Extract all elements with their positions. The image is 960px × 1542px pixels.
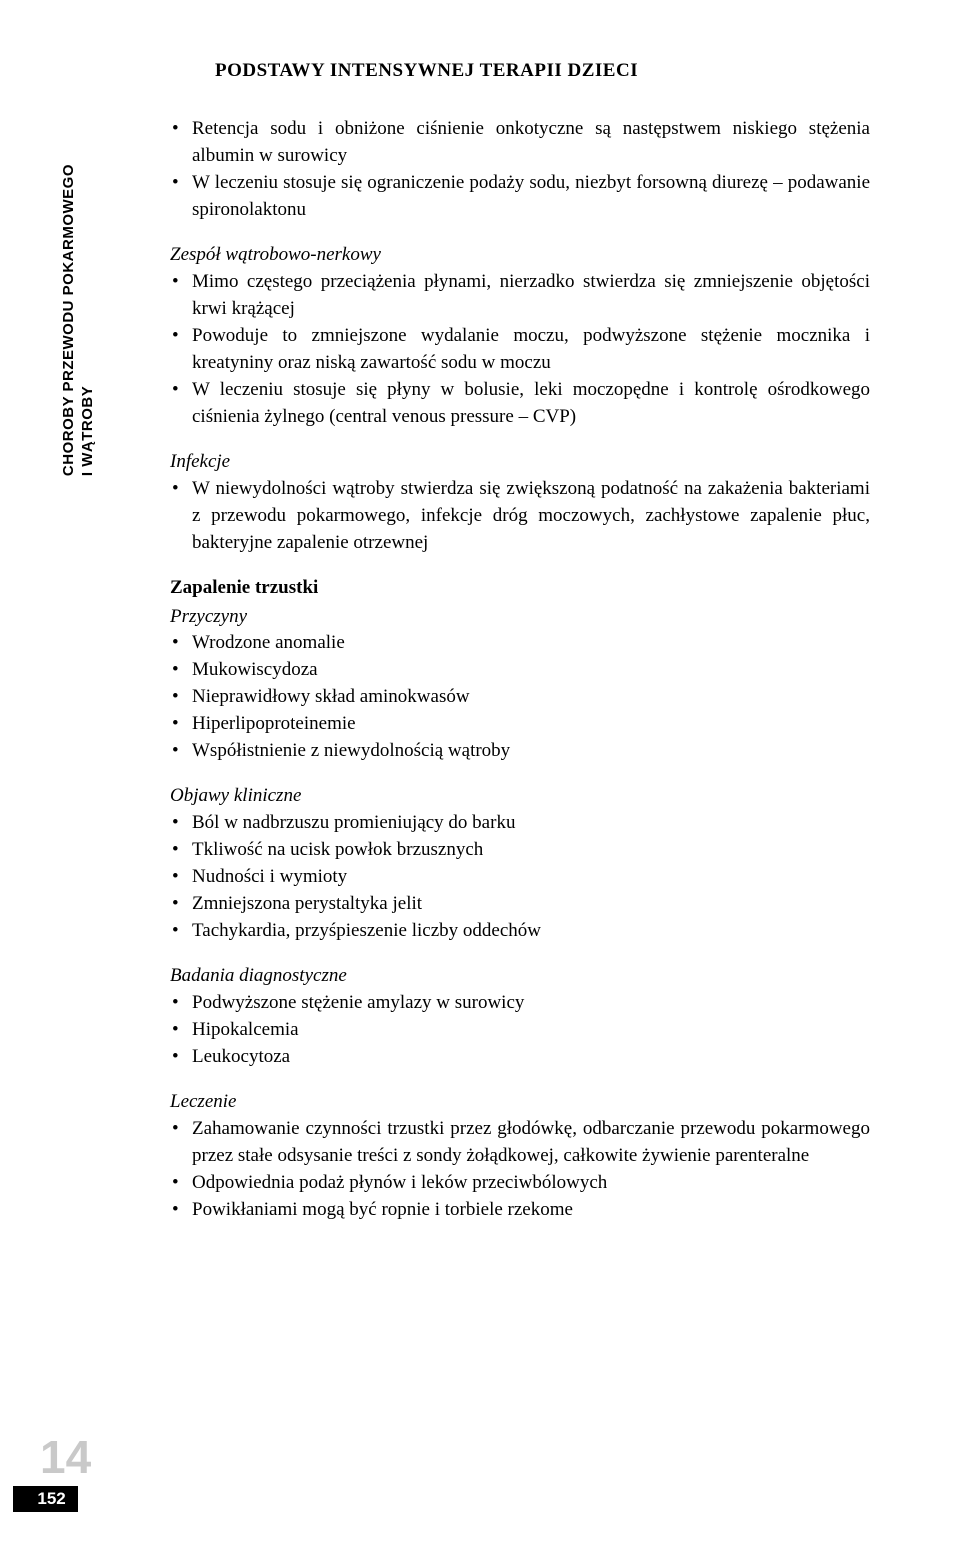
objawy-block: Objawy kliniczne • Ból w nadbrzuszu prom… bbox=[170, 783, 870, 945]
objawy-bullet-3: • Nudności i wymioty bbox=[170, 864, 870, 891]
zespol-text-2: Powoduje to zmniejszone wydalanie moczu,… bbox=[192, 323, 870, 377]
bullet-dot-icon: • bbox=[170, 170, 192, 197]
intro-text-2: W leczeniu stosuje się ograniczenie poda… bbox=[192, 170, 870, 224]
przyczyny-bullet-1: • Wrodzone anomalie bbox=[170, 630, 870, 657]
objawy-bullet-5: • Tachykardia, przyśpieszenie liczby odd… bbox=[170, 918, 870, 945]
objawy-text-1: Ból w nadbrzuszu promieniujący do barku bbox=[192, 810, 870, 837]
przyczyny-bullet-4: • Hiperlipoproteinemie bbox=[170, 711, 870, 738]
infekcje-title: Infekcje bbox=[170, 449, 870, 476]
zapalenie-title: Zapalenie trzustki bbox=[170, 575, 870, 602]
przyczyny-text-2: Mukowiscydoza bbox=[192, 657, 870, 684]
page-title: PODSTAWY INTENSYWNEJ TERAPII DZIECI bbox=[215, 60, 870, 82]
objawy-bullet-2: • Tkliwość na ucisk powłok brzusznych bbox=[170, 837, 870, 864]
przyczyny-text-3: Nieprawidłowy skład aminokwasów bbox=[192, 684, 870, 711]
zespol-bullet-1: • Mimo częstego przeciążenia płynami, ni… bbox=[170, 269, 870, 323]
leczenie-block: Leczenie • Zahamowanie czynności trzustk… bbox=[170, 1089, 870, 1224]
intro-text-1: Retencja sodu i obniżone ciśnienie onkot… bbox=[192, 116, 870, 170]
badania-bullet-1: • Podwyższone stężenie amylazy w surowic… bbox=[170, 990, 870, 1017]
bullet-dot-icon: • bbox=[170, 684, 192, 711]
intro-block: • Retencja sodu i obniżone ciśnienie onk… bbox=[170, 116, 870, 224]
intro-bullet-1: • Retencja sodu i obniżone ciśnienie onk… bbox=[170, 116, 870, 170]
zespol-bullet-3: • W leczeniu stosuje się płyny w bolusie… bbox=[170, 377, 870, 431]
objawy-text-4: Zmniejszona perystaltyka jelit bbox=[192, 891, 870, 918]
main-content: • Retencja sodu i obniżone ciśnienie onk… bbox=[170, 116, 870, 1224]
bullet-dot-icon: • bbox=[170, 377, 192, 404]
przyczyny-text-4: Hiperlipoproteinemie bbox=[192, 711, 870, 738]
bullet-dot-icon: • bbox=[170, 1197, 192, 1224]
przyczyny-bullet-2: • Mukowiscydoza bbox=[170, 657, 870, 684]
bullet-dot-icon: • bbox=[170, 323, 192, 350]
badania-bullet-2: • Hipokalcemia bbox=[170, 1017, 870, 1044]
bullet-dot-icon: • bbox=[170, 738, 192, 765]
leczenie-text-3: Powikłaniami mogą być ropnie i torbiele … bbox=[192, 1197, 870, 1224]
przyczyny-bullet-3: • Nieprawidłowy skład aminokwasów bbox=[170, 684, 870, 711]
bullet-dot-icon: • bbox=[170, 1017, 192, 1044]
bullet-dot-icon: • bbox=[170, 891, 192, 918]
side-tab: CHOROBY PRZEWODU POKARMOWEGO I WĄTROBY bbox=[60, 116, 115, 1224]
chapter-number: 14 bbox=[40, 1434, 91, 1480]
przyczyny-bullet-5: • Współistnienie z niewydolnością wątrob… bbox=[170, 738, 870, 765]
badania-bullet-3: • Leukocytoza bbox=[170, 1044, 870, 1071]
infekcje-bullet-1: • W niewydolności wątroby stwierdza się … bbox=[170, 476, 870, 557]
badania-text-3: Leukocytoza bbox=[192, 1044, 870, 1071]
side-tab-line2: I WĄTROBY bbox=[79, 386, 96, 476]
bullet-dot-icon: • bbox=[170, 1116, 192, 1143]
zespol-text-1: Mimo częstego przeciążenia płynami, nier… bbox=[192, 269, 870, 323]
side-tab-text: CHOROBY PRZEWODU POKARMOWEGO I WĄTROBY bbox=[60, 164, 98, 476]
bullet-dot-icon: • bbox=[170, 990, 192, 1017]
page-footer: 14 152 bbox=[40, 1434, 91, 1512]
zespol-title: Zespół wątrobowo-nerkowy bbox=[170, 242, 870, 269]
objawy-title: Objawy kliniczne bbox=[170, 783, 870, 810]
bullet-dot-icon: • bbox=[170, 1170, 192, 1197]
przyczyny-text-1: Wrodzone anomalie bbox=[192, 630, 870, 657]
badania-block: Badania diagnostyczne • Podwyższone stęż… bbox=[170, 963, 870, 1071]
bullet-dot-icon: • bbox=[170, 810, 192, 837]
badania-title: Badania diagnostyczne bbox=[170, 963, 870, 990]
infekcje-text-1: W niewydolności wątroby stwierdza się zw… bbox=[192, 476, 870, 557]
przyczyny-text-5: Współistnienie z niewydolnością wątroby bbox=[192, 738, 870, 765]
bullet-dot-icon: • bbox=[170, 918, 192, 945]
leczenie-text-1: Zahamowanie czynności trzustki przez gło… bbox=[192, 1116, 870, 1170]
bullet-dot-icon: • bbox=[170, 864, 192, 891]
intro-bullet-2: • W leczeniu stosuje się ograniczenie po… bbox=[170, 170, 870, 224]
bullet-dot-icon: • bbox=[170, 711, 192, 738]
zespol-block: Zespół wątrobowo-nerkowy • Mimo częstego… bbox=[170, 242, 870, 431]
przyczyny-title: Przyczyny bbox=[170, 604, 870, 631]
leczenie-bullet-2: • Odpowiednia podaż płynów i leków przec… bbox=[170, 1170, 870, 1197]
objawy-bullet-1: • Ból w nadbrzuszu promieniujący do bark… bbox=[170, 810, 870, 837]
zespol-text-3: W leczeniu stosuje się płyny w bolusie, … bbox=[192, 377, 870, 431]
bullet-dot-icon: • bbox=[170, 269, 192, 296]
bullet-dot-icon: • bbox=[170, 116, 192, 143]
badania-text-1: Podwyższone stężenie amylazy w surowicy bbox=[192, 990, 870, 1017]
objawy-text-3: Nudności i wymioty bbox=[192, 864, 870, 891]
leczenie-bullet-3: • Powikłaniami mogą być ropnie i torbiel… bbox=[170, 1197, 870, 1224]
bullet-dot-icon: • bbox=[170, 630, 192, 657]
side-tab-line1: CHOROBY PRZEWODU POKARMOWEGO bbox=[60, 164, 77, 476]
bullet-dot-icon: • bbox=[170, 837, 192, 864]
zespol-bullet-2: • Powoduje to zmniejszone wydalanie mocz… bbox=[170, 323, 870, 377]
infekcje-block: Infekcje • W niewydolności wątroby stwie… bbox=[170, 449, 870, 557]
objawy-text-5: Tachykardia, przyśpieszenie liczby oddec… bbox=[192, 918, 870, 945]
badania-text-2: Hipokalcemia bbox=[192, 1017, 870, 1044]
bullet-dot-icon: • bbox=[170, 476, 192, 503]
bullet-dot-icon: • bbox=[170, 657, 192, 684]
leczenie-title: Leczenie bbox=[170, 1089, 870, 1116]
objawy-bullet-4: • Zmniejszona perystaltyka jelit bbox=[170, 891, 870, 918]
page-number: 152 bbox=[13, 1486, 77, 1512]
zapalenie-block: Zapalenie trzustki Przyczyny • Wrodzone … bbox=[170, 575, 870, 766]
objawy-text-2: Tkliwość na ucisk powłok brzusznych bbox=[192, 837, 870, 864]
leczenie-text-2: Odpowiednia podaż płynów i leków przeciw… bbox=[192, 1170, 870, 1197]
leczenie-bullet-1: • Zahamowanie czynności trzustki przez g… bbox=[170, 1116, 870, 1170]
bullet-dot-icon: • bbox=[170, 1044, 192, 1071]
